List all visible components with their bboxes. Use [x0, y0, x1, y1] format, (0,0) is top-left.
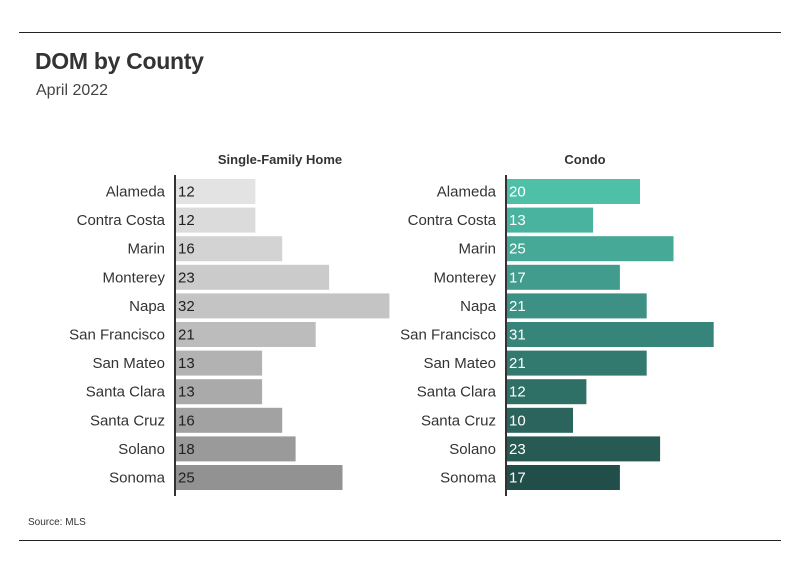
condo-category-label: Monterey	[433, 269, 496, 286]
sfh-category-label: Alameda	[106, 184, 166, 201]
condo-bar-alameda	[506, 179, 640, 204]
condo-bar-santa-cruz	[506, 407, 573, 433]
condo-bar-solano	[506, 436, 661, 462]
sfh-bar-contra-costa	[175, 207, 256, 233]
bottom-rule	[19, 540, 781, 541]
sfh-category-label: Santa Cruz	[90, 412, 165, 429]
sfh-bar-marin	[175, 236, 283, 262]
condo-category-label: Alameda	[437, 184, 497, 201]
sfh-value-label: 16	[178, 412, 195, 429]
condo-panel-title: Condo	[564, 152, 605, 167]
condo-category-label: San Francisco	[400, 327, 496, 344]
condo-category-label: Napa	[460, 298, 497, 315]
sfh-category-label: Napa	[129, 298, 166, 315]
source-note: Source: MLS	[28, 517, 86, 528]
condo-value-label: 10	[509, 412, 526, 429]
condo-category-label: Sonoma	[440, 470, 497, 487]
sfh-bar-napa	[175, 293, 390, 319]
sfh-category-label: Sonoma	[109, 470, 166, 487]
condo-category-label: Solano	[449, 441, 496, 458]
sfh-bar-sonoma	[175, 465, 343, 490]
condo-value-label: 21	[509, 298, 526, 315]
sfh-category-label: Marin	[127, 241, 165, 258]
condo-value-label: 23	[509, 441, 526, 458]
condo-value-label: 20	[509, 184, 526, 201]
sfh-bar-san-francisco	[175, 322, 316, 347]
condo-category-label: Santa Clara	[417, 384, 497, 401]
condo-bar-sonoma	[506, 465, 620, 490]
top-rule	[19, 32, 781, 33]
sfh-value-label: 13	[178, 384, 195, 401]
sfh-bar-solano	[175, 436, 296, 462]
condo-value-label: 31	[509, 327, 526, 344]
sfh-bar-alameda	[175, 179, 256, 204]
sfh-bar-san-mateo	[175, 350, 263, 376]
sfh-value-label: 13	[178, 355, 195, 372]
condo-bar-monterey	[506, 264, 620, 290]
condo-value-label: 25	[509, 241, 526, 258]
condo-bar-contra-costa	[506, 207, 594, 233]
condo-bar-marin	[506, 236, 674, 262]
condo-bar-napa	[506, 293, 647, 319]
condo-value-label: 21	[509, 355, 526, 372]
condo-category-label: Contra Costa	[408, 212, 497, 229]
sfh-bar-monterey	[175, 264, 330, 290]
condo-value-label: 17	[509, 269, 526, 286]
condo-bar-san-mateo	[506, 350, 647, 376]
condo-category-label: Marin	[458, 241, 496, 258]
condo-category-label: San Mateo	[423, 355, 496, 372]
sfh-panel-title: Single-Family Home	[218, 152, 342, 167]
chart-title: DOM by County	[35, 48, 204, 74]
sfh-bar-santa-clara	[175, 379, 263, 405]
sfh-value-label: 25	[178, 470, 195, 487]
chart-subtitle: April 2022	[36, 82, 109, 99]
condo-bar-san-francisco	[506, 322, 714, 347]
sfh-category-label: Santa Clara	[86, 384, 166, 401]
condo-bar-santa-clara	[506, 379, 587, 405]
sfh-category-label: Contra Costa	[77, 212, 166, 229]
sfh-category-label: San Francisco	[69, 327, 165, 344]
sfh-bar-santa-cruz	[175, 407, 283, 433]
condo-value-label: 17	[509, 470, 526, 487]
condo-value-label: 13	[509, 212, 526, 229]
sfh-category-label: San Mateo	[92, 355, 165, 372]
sfh-value-label: 12	[178, 184, 195, 201]
sfh-value-label: 21	[178, 327, 195, 344]
sfh-value-label: 32	[178, 298, 195, 315]
sfh-value-label: 23	[178, 269, 195, 286]
sfh-value-label: 18	[178, 441, 195, 458]
sfh-value-label: 16	[178, 241, 195, 258]
condo-value-label: 12	[509, 384, 526, 401]
condo-category-label: Santa Cruz	[421, 412, 496, 429]
sfh-value-label: 12	[178, 212, 195, 229]
sfh-category-label: Monterey	[102, 269, 165, 286]
sfh-category-label: Solano	[118, 441, 165, 458]
